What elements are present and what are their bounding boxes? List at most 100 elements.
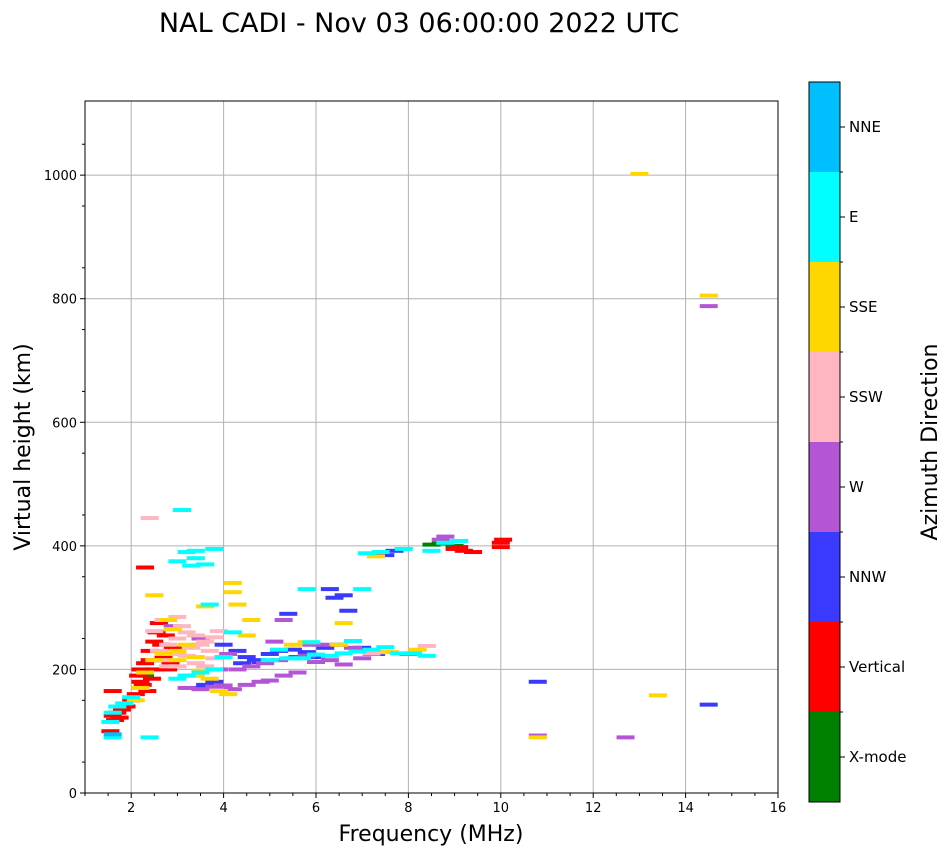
x-tick-label: 6 [312,801,320,816]
y-tick-label: 600 [52,416,77,431]
data-point-vertical [464,550,483,555]
y-tick-label: 200 [52,663,77,678]
data-point-ssw [145,629,164,634]
data-point-e [404,651,423,656]
data-point-sse [334,621,353,626]
data-point-e [320,653,339,658]
data-point-nnw [385,548,404,553]
data-point-nnw [283,647,302,652]
data-point-vertical [494,537,513,542]
data-point-e [115,701,134,706]
data-point-sse [131,685,150,690]
data-point-e [186,556,205,561]
data-point-sse [408,647,427,652]
data-point-ssw [191,642,210,647]
data-point-vertical [129,673,148,678]
data-point-sse [219,692,238,697]
data-point-ssw [168,664,187,669]
data-point-ssw [196,664,215,669]
data-point-nnw [316,645,335,650]
data-point-nnw [528,679,547,684]
data-point-vertical [156,633,175,638]
data-point-w [256,661,275,666]
data-point-w [265,639,284,644]
data-point-e [450,538,469,543]
data-point-ssw [417,643,436,648]
data-point-nnw [325,595,344,600]
data-point-w [260,678,279,683]
data-point-e [279,656,298,661]
x-axis: 2 4 6 8 10 12 14 16 [84,793,787,816]
colorbar-label-nne: NNE [849,118,881,136]
data-point-sse [367,554,386,559]
data-point-nnw [353,645,372,650]
data-point-sse [126,698,145,703]
data-point-sse [136,670,155,675]
data-point-ssw [205,635,224,640]
data-point-e [223,630,242,635]
colorbar-segment-sse [809,262,840,352]
data-point-sse [209,689,228,694]
data-point-e [103,735,122,740]
data-point-e [177,550,196,555]
data-point-vertical [142,676,161,681]
colorbar-segment-x-mode [809,712,840,802]
data-point-ssw [186,661,205,666]
y-tick-label: 400 [52,540,77,555]
data-point-w [343,645,362,650]
data-point-sse [168,658,187,663]
colorbar-segment-e [809,172,840,262]
data-point-e [108,704,127,709]
colorbar-label-x-mode: X-mode [849,748,906,766]
data-point-e [293,656,312,661]
data-point-vertical [454,548,473,553]
data-point-nnw [320,587,339,592]
x-tick-label: 10 [493,801,510,816]
x-tick-label: 14 [677,801,694,816]
data-point-w [219,651,238,656]
data-point-e [140,735,159,740]
colorbar-segment-vertical [809,622,840,712]
data-point-w [237,682,256,687]
data-point-nnw [260,651,279,656]
data-point-ssw [196,639,215,644]
data-point-ssw [362,651,381,656]
data-point-vertical [103,689,122,694]
data-point-vertical [450,545,469,550]
data-point-sse [154,651,173,656]
data-point-w [334,662,353,667]
y-axis-label: Virtual height (km) [11,343,36,550]
data-point-ssw [140,516,159,521]
y-tick-label: 0 [69,787,77,802]
y-tick-label: 800 [52,293,77,308]
chart-title: NAL CADI - Nov 03 06:00:00 2022 UTC [159,8,679,39]
data-point-e [168,676,187,681]
data-point-ssw [200,648,219,653]
data-point-vertical [159,667,178,672]
y-tick-label: 1000 [44,169,77,184]
data-point-e [371,550,390,555]
data-point-e [101,719,120,724]
colorbar-title: Azimuth Direction [918,343,943,540]
data-point-w [311,642,330,647]
data-point-sse [145,658,164,663]
data-point-sse [168,648,187,653]
x-tick-label: 16 [770,801,787,816]
data-point-nnw [214,642,233,647]
data-point-w [177,685,196,690]
data-point-w [251,679,270,684]
data-point-nnw [376,553,395,558]
data-point-e [182,563,201,568]
data-point-vertical [145,639,164,644]
data-point-ssw [159,664,178,669]
data-point-e [390,651,409,656]
data-point-sse [237,633,256,638]
data-point-w [320,658,339,663]
data-point-vertical [133,682,152,687]
data-point-sse [177,642,196,647]
data-point-w [191,636,210,641]
colorbar-segment-ssw [809,352,840,442]
data-point-nne [103,732,122,737]
data-point-w [288,670,307,675]
colorbar-segment-w [809,442,840,532]
